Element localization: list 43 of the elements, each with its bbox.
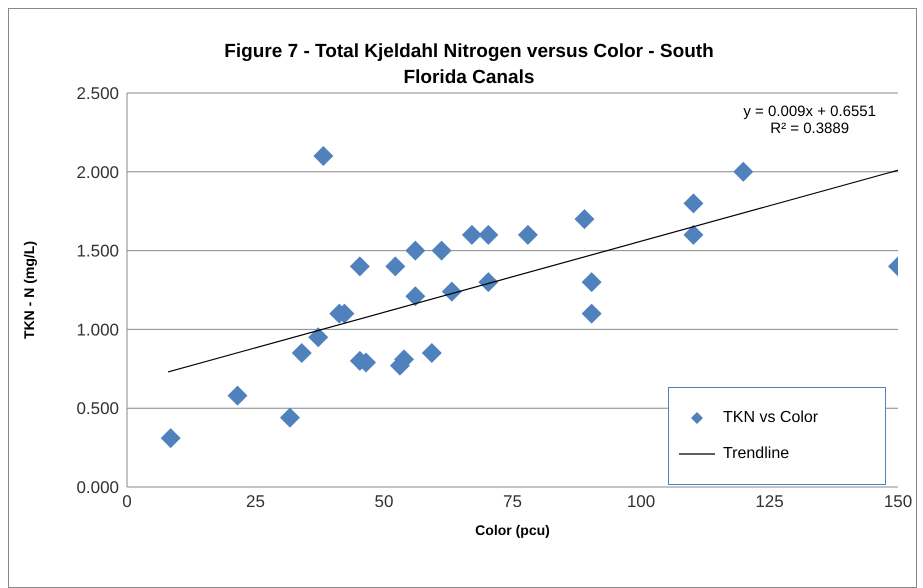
x-tick-label: 0 [122,492,132,512]
point [280,408,300,428]
point [582,304,602,324]
annotation: R² = 0.3889 [769,120,850,137]
x-tick-label: 125 [755,492,784,512]
point [462,224,482,245]
x-tick-label: 25 [246,492,265,512]
point [385,256,406,276]
y-tick-label: 0.000 [76,478,119,498]
legend-label: TKN vs Color [723,409,818,427]
y-tick-label: 2.000 [76,162,119,182]
x-tick-label: 150 [884,492,912,512]
y-axis-title: TKN - N (mg/L) [20,241,37,339]
point [478,224,498,245]
point [292,343,312,364]
x-tick-label: 50 [374,492,394,512]
point [733,162,754,182]
point [350,256,370,276]
x-axis-title: Color (pcu) [475,522,550,538]
point [683,193,704,214]
point [228,386,248,406]
point [308,327,328,348]
point [582,272,602,292]
y-tick-label: 1.000 [76,320,119,340]
y-tick-label: 2.500 [76,84,119,104]
point [442,282,462,302]
chart-title: Figure 7 - Total Kjeldahl Nitrogen versus Color - South Florida Canals [223,40,715,90]
point [432,240,452,261]
point [313,146,334,166]
y-tick-label: 1.500 [76,242,119,261]
x-tick-label: 75 [503,492,522,512]
point [574,209,594,230]
x-tick-label: 100 [626,492,656,512]
point [405,286,426,306]
point [422,343,442,364]
y-tick-label: 0.500 [76,399,119,418]
annotation: y = 0.009x + 0.6551 [743,103,876,120]
point [683,224,704,245]
legend-label: Trendline [723,445,790,463]
point [518,224,538,245]
point [160,428,181,448]
point [478,272,498,292]
point [405,240,426,261]
